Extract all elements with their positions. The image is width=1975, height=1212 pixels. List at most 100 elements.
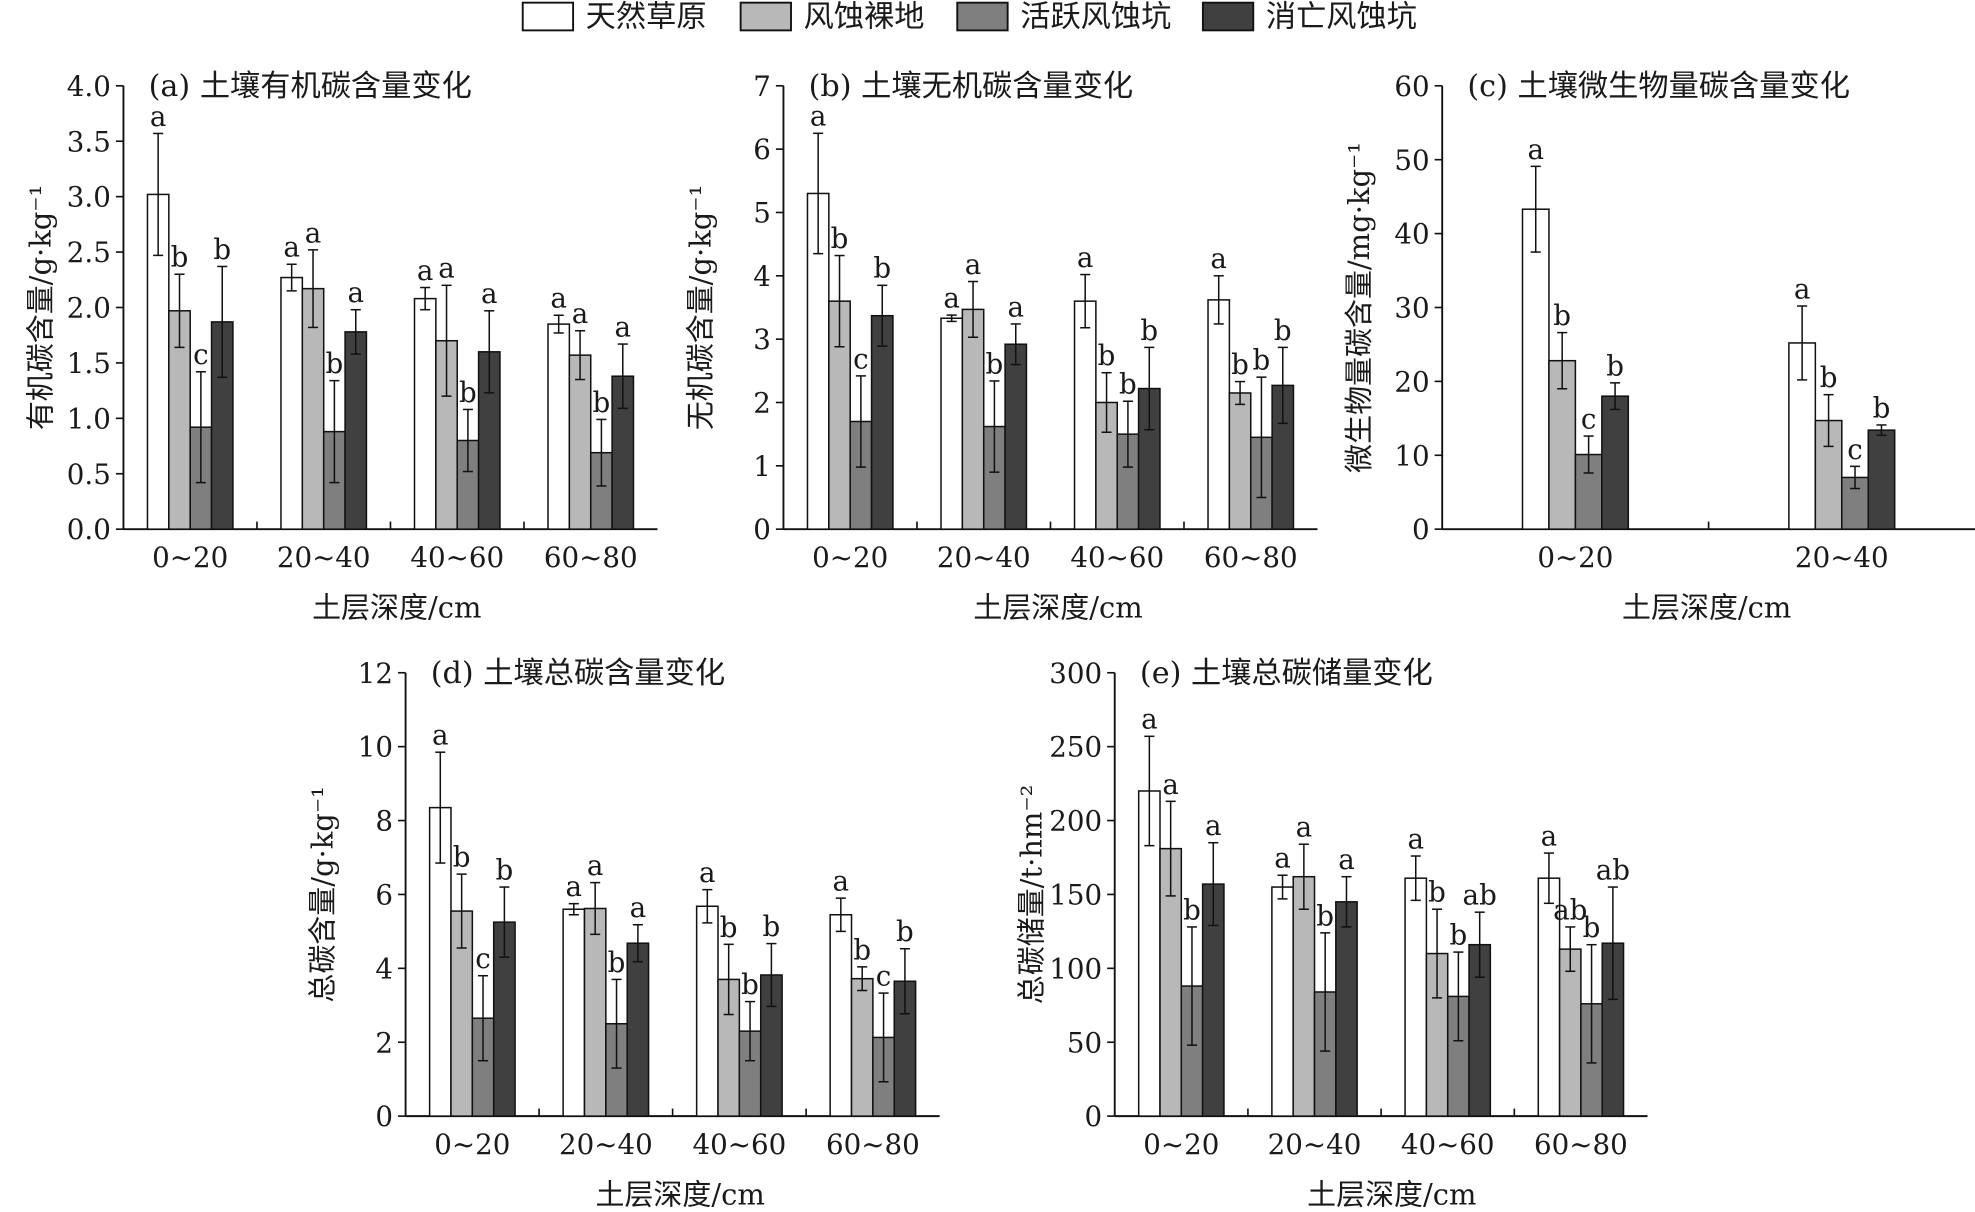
legend-swatch — [1201, 1, 1255, 32]
y-tick-label: 2 — [753, 387, 771, 420]
bar — [1867, 429, 1896, 530]
significance-letter: b — [1553, 299, 1571, 332]
x-tick-label: 60~80 — [544, 541, 638, 574]
y-tick-label: 1.5 — [67, 347, 111, 380]
y-tick-label: 100 — [1049, 952, 1102, 985]
x-tick-label: 0~20 — [1143, 1128, 1219, 1161]
significance-letter: a — [1007, 290, 1024, 323]
significance-letter: a — [283, 231, 300, 264]
y-tick-label: 20 — [1394, 365, 1429, 398]
y-axis-label: 有机碳含量/g·kg⁻¹ — [23, 185, 57, 430]
bar — [1404, 877, 1428, 1117]
bar — [1073, 300, 1097, 530]
bar — [1521, 208, 1550, 530]
significance-letter: b — [853, 933, 871, 966]
x-tick-label: 40~60 — [693, 1128, 787, 1161]
significance-letter: a — [150, 100, 167, 133]
x-tick-label: 20~40 — [937, 541, 1031, 574]
significance-letter: b — [326, 347, 344, 380]
bar — [1271, 886, 1294, 1117]
significance-letter: a — [550, 282, 567, 315]
significance-letter: b — [608, 946, 626, 979]
significance-letter: a — [438, 252, 455, 285]
y-tick-label: 10 — [358, 731, 393, 764]
significance-letter: b — [1231, 348, 1249, 381]
significance-letter: a — [417, 254, 434, 287]
significance-letter: a — [572, 297, 589, 330]
significance-letter: a — [305, 216, 322, 249]
y-tick-label: 0 — [375, 1100, 393, 1133]
y-tick-label: 3.0 — [67, 181, 111, 214]
significance-letter: a — [1527, 133, 1544, 166]
significance-letter: a — [615, 311, 632, 344]
x-tick-label: 40~60 — [1401, 1128, 1495, 1161]
significance-letter: b — [1583, 911, 1601, 944]
significance-letter: a — [1794, 272, 1811, 305]
y-tick-label: 8 — [375, 805, 393, 838]
significance-letter: c — [193, 338, 209, 371]
significance-letter: a — [347, 276, 364, 309]
x-tick-label: 40~60 — [1070, 541, 1164, 574]
y-tick-label: 50 — [1394, 144, 1429, 177]
bar — [850, 977, 874, 1117]
significance-letter: b — [896, 915, 914, 948]
significance-letter: a — [566, 870, 583, 903]
legend-label: 天然草原 — [586, 0, 707, 35]
bar — [961, 308, 985, 530]
y-tick-label: 1 — [753, 450, 771, 483]
significance-letter: c — [475, 942, 491, 975]
significance-letter: b — [171, 241, 189, 274]
bar — [1004, 343, 1028, 530]
bar — [1292, 875, 1316, 1117]
panel-a: 0.0 0.5 1.0 1.5 2.0 2.5 3.0 3.5 4.0 (a) 土壤有机碳含量变化… — [23, 69, 658, 624]
significance-letter: b — [741, 968, 759, 1001]
significance-letter: a — [810, 100, 827, 133]
significance-letter: a — [1338, 843, 1355, 876]
panel-title: (b) 土壤无机碳含量变化 — [809, 69, 1134, 104]
y-tick-label: 200 — [1049, 805, 1102, 838]
x-tick-label: 20~40 — [277, 541, 371, 574]
y-tick-label: 150 — [1049, 879, 1102, 912]
bar — [1228, 392, 1252, 530]
y-axis-label: 微生物量碳含量/mg·kg⁻¹ — [1342, 142, 1376, 473]
significance-letter: b — [1274, 314, 1292, 347]
significance-letter: b — [459, 376, 477, 409]
legend-label: 风蚀裸地 — [804, 0, 925, 35]
significance-letter: a — [1077, 241, 1094, 274]
panel-title: (d) 土壤总碳含量变化 — [431, 656, 725, 691]
significance-letter: a — [630, 891, 647, 924]
y-tick-label: 40 — [1394, 218, 1429, 251]
x-tick-label: 20~40 — [559, 1128, 653, 1161]
significance-letter: b — [1098, 339, 1116, 372]
x-axis-label: 土层深度/cm — [973, 590, 1142, 624]
x-tick-label: 60~80 — [826, 1128, 920, 1161]
panel-title: (a) 土壤有机碳含量变化 — [149, 69, 472, 104]
significance-letter: a — [1205, 809, 1222, 842]
y-tick-label: 1.0 — [67, 402, 111, 435]
x-tick-label: 60~80 — [1204, 541, 1298, 574]
bar — [562, 908, 586, 1117]
x-tick-label: 0~20 — [152, 541, 228, 574]
y-tick-label: 4 — [375, 952, 393, 985]
bar — [1601, 395, 1630, 530]
y-tick-label: 0 — [1412, 513, 1430, 546]
x-tick-label: 0~20 — [434, 1128, 510, 1161]
x-tick-label: 60~80 — [1534, 1128, 1628, 1161]
legend-swatch — [739, 1, 792, 32]
bar — [547, 323, 571, 530]
bar — [829, 914, 853, 1117]
significance-letter: b — [453, 841, 471, 874]
significance-letter: a — [1274, 842, 1291, 875]
y-tick-label: 0.0 — [67, 513, 111, 546]
x-tick-label: 0~20 — [1537, 541, 1613, 574]
x-tick-label: 40~60 — [410, 541, 504, 574]
y-tick-label: 10 — [1394, 439, 1429, 472]
x-axis-label: 土层深度/cm — [1622, 590, 1791, 624]
significance-letter: a — [1407, 822, 1424, 855]
significance-letter: b — [593, 386, 611, 419]
y-tick-label: 250 — [1049, 731, 1102, 764]
significance-letter: b — [1140, 314, 1158, 347]
